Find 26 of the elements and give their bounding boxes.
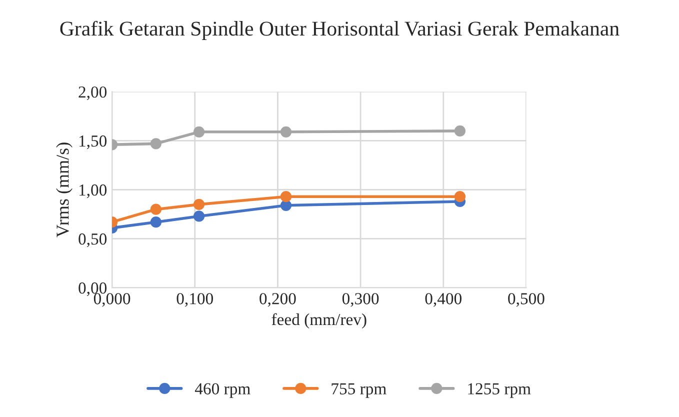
- x-tick-label: 0,400: [425, 293, 462, 307]
- point: [280, 191, 292, 202]
- point: [454, 191, 466, 202]
- point: [150, 216, 162, 228]
- legend-label: 1255 rpm: [468, 383, 531, 398]
- x-tick-label: 0,200: [260, 293, 296, 307]
- x-tick-label: 0,100: [176, 293, 213, 307]
- y-axis-title: Vrms (mm/s): [56, 142, 72, 238]
- point: [193, 198, 205, 210]
- point: [193, 210, 205, 222]
- x-axis-title: feed (mm/rev): [272, 313, 366, 329]
- point: [280, 126, 292, 138]
- y-tick-label: 0,50: [78, 233, 107, 248]
- y-tick-label: 1,50: [79, 135, 107, 150]
- legend-label: 755 rpm: [332, 383, 386, 398]
- x-tick-label: 0,300: [342, 293, 379, 307]
- point: [280, 200, 292, 211]
- point: [150, 204, 162, 215]
- x-tick-label: 0,500: [508, 293, 544, 307]
- y-tick-label: 1,00: [79, 184, 107, 198]
- legend-label: 460 rpm: [194, 383, 250, 398]
- point: [454, 125, 466, 136]
- y-tick-label: 2,00: [78, 86, 107, 100]
- point: [193, 126, 205, 138]
- point: [150, 138, 162, 150]
- chart-title: Grafik Getaran Spindle Outer Horisontal Variasi Gerak Pemakanan: [60, 20, 620, 40]
